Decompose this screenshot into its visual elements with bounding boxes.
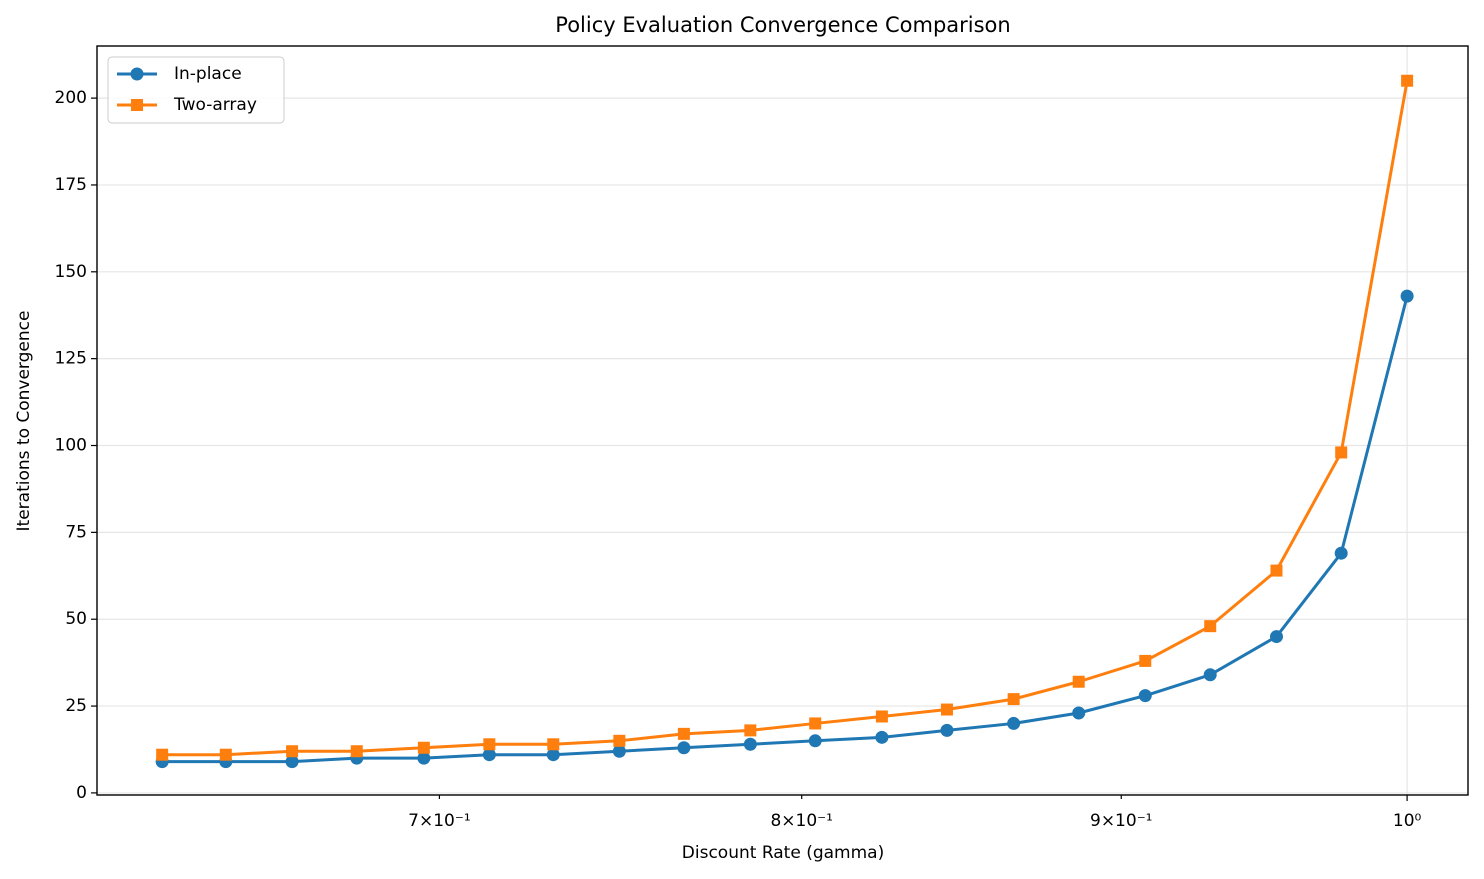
marker bbox=[1138, 689, 1152, 703]
x-tick-label: 9×10⁻¹ bbox=[1090, 811, 1152, 831]
marker bbox=[743, 737, 757, 751]
plot-frame bbox=[96, 45, 1469, 796]
x-axis-label: Discount Rate (gamma) bbox=[682, 843, 884, 863]
y-axis-label: Iterations to Convergence bbox=[14, 311, 34, 532]
marker bbox=[1139, 654, 1152, 667]
marker bbox=[875, 730, 889, 744]
chart-title: Policy Evaluation Convergence Comparison bbox=[555, 13, 1010, 37]
marker bbox=[1335, 446, 1348, 459]
legend-label: In-place bbox=[174, 64, 242, 84]
x-tick-label: 8×10⁻¹ bbox=[770, 811, 832, 831]
legend-label: Two-array bbox=[173, 95, 257, 115]
marker bbox=[809, 717, 822, 730]
y-tick-label: 175 bbox=[55, 175, 87, 195]
marker bbox=[613, 734, 626, 747]
marker bbox=[130, 67, 144, 81]
marker bbox=[612, 744, 626, 758]
series-line bbox=[162, 295, 1409, 764]
marker bbox=[547, 738, 560, 751]
marker bbox=[875, 710, 888, 723]
marker bbox=[219, 748, 232, 761]
marker bbox=[156, 748, 169, 761]
marker bbox=[940, 703, 953, 716]
marker bbox=[1007, 716, 1021, 730]
marker bbox=[350, 745, 363, 758]
y-tick-label: 150 bbox=[55, 262, 87, 282]
marker bbox=[1203, 668, 1217, 682]
marker bbox=[286, 745, 299, 758]
marker bbox=[677, 741, 691, 755]
y-tick-label: 0 bbox=[76, 783, 87, 803]
y-tick-label: 200 bbox=[55, 88, 87, 108]
marker bbox=[1072, 675, 1085, 688]
marker bbox=[1270, 564, 1283, 577]
marker bbox=[1401, 74, 1414, 87]
y-tick-label: 25 bbox=[65, 696, 87, 716]
marker bbox=[1072, 706, 1086, 720]
marker bbox=[808, 734, 822, 748]
marker bbox=[1400, 289, 1414, 303]
marker bbox=[417, 751, 431, 765]
marker bbox=[1007, 693, 1020, 706]
marker bbox=[677, 727, 690, 740]
y-tick-label: 50 bbox=[65, 609, 87, 629]
marker bbox=[1204, 620, 1217, 633]
marker bbox=[285, 755, 299, 769]
x-tick-label: 7×10⁻¹ bbox=[408, 811, 470, 831]
marker bbox=[131, 99, 143, 111]
series-line bbox=[162, 80, 1409, 757]
marker bbox=[417, 741, 430, 754]
marker bbox=[483, 738, 496, 751]
y-tick-label: 125 bbox=[55, 349, 87, 369]
y-tick-label: 100 bbox=[55, 436, 87, 456]
marker bbox=[940, 723, 954, 737]
marker bbox=[482, 748, 496, 762]
marker bbox=[1269, 630, 1283, 644]
marker bbox=[546, 748, 560, 762]
legend: In-place Two-array bbox=[107, 56, 285, 124]
marker bbox=[1334, 546, 1348, 560]
y-tick-label: 75 bbox=[65, 522, 87, 542]
x-tick-label: 10⁰ bbox=[1393, 811, 1422, 831]
marker bbox=[744, 724, 757, 737]
